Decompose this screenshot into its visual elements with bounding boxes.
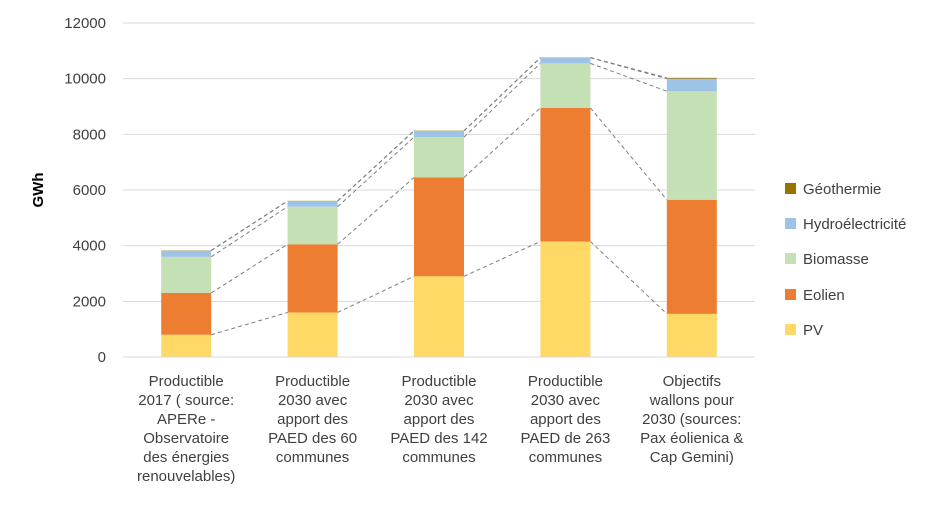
series-connector <box>590 57 667 79</box>
series-connector <box>211 311 288 336</box>
y-tick-label: 8000 <box>73 126 106 143</box>
legend-swatch <box>785 324 796 335</box>
bar-segment <box>161 250 212 257</box>
y-tick-label: 12000 <box>64 15 106 32</box>
series-connector <box>337 130 415 202</box>
bar-segment <box>414 177 464 277</box>
series-connector <box>463 62 541 138</box>
series-connector-lines <box>210 57 668 336</box>
series-connector <box>337 275 415 313</box>
series-connector <box>337 136 415 208</box>
x-category-label: Objectifs wallons pour 2030 (sources: Pax é… <box>640 373 743 466</box>
x-category-label: Productible 2017 ( source: APERe -Observat… <box>137 373 235 485</box>
bar-segment <box>287 312 338 357</box>
legend-label: Géothermie <box>803 181 881 198</box>
series-connector <box>590 107 668 201</box>
bar-segment <box>287 201 338 207</box>
bar-segment <box>540 57 591 64</box>
bar-segment <box>666 78 717 92</box>
y-tick-label: 0 <box>98 349 106 366</box>
series-connector <box>210 243 288 294</box>
bar-segment <box>414 137 464 178</box>
bar-segment <box>666 313 717 357</box>
bar-segment <box>666 91 717 200</box>
series-connector <box>590 241 668 315</box>
bar-segment <box>161 334 212 357</box>
legend-label: PV <box>803 322 823 339</box>
bar-segment <box>161 292 212 335</box>
series-connector <box>463 241 541 277</box>
legend-label: Hydroélectricité <box>803 216 906 233</box>
y-axis-tick-labels: 0 2000 4000 6000 8000 10000 12000 <box>64 15 106 366</box>
legend-label: Eolien <box>803 287 845 304</box>
x-category-label: Productible 2030 avec apport des PAED de 26… <box>521 373 611 466</box>
bars <box>161 57 717 357</box>
bar-segment <box>161 256 212 293</box>
legend-swatch <box>785 253 796 264</box>
y-tick-label: 10000 <box>64 71 106 88</box>
legend-label: Biomasse <box>803 251 869 268</box>
series-connector <box>590 57 667 80</box>
bar-segment <box>540 63 591 108</box>
series-connector <box>210 206 288 258</box>
legend-swatch <box>785 289 796 300</box>
bar-segment <box>287 206 338 245</box>
y-axis-title: GWh <box>30 173 47 208</box>
x-category-label: Productible 2030 avec apport des PAED des 1… <box>390 373 487 466</box>
series-connector <box>463 107 541 178</box>
bar-segment <box>540 241 591 357</box>
legend-swatch <box>785 183 796 194</box>
x-axis-category-labels: Productible 2017 ( source: APERe -Observat… <box>137 373 744 485</box>
series-connector <box>463 57 541 132</box>
bar-segment <box>414 276 464 357</box>
bar-segment <box>666 77 717 79</box>
bar-segment <box>287 244 338 313</box>
x-category-label: Productible 2030 avec apport des PAED des 6… <box>268 373 357 466</box>
series-connector <box>337 177 415 245</box>
bar-segment <box>414 130 464 138</box>
bar-segment <box>540 107 591 242</box>
series-connector <box>590 62 667 92</box>
bar-segment <box>666 199 717 314</box>
y-tick-label: 6000 <box>73 182 106 199</box>
series-connector <box>210 200 288 251</box>
y-tick-label: 2000 <box>73 293 106 310</box>
y-tick-label: 4000 <box>73 238 106 255</box>
legend-swatch <box>785 218 796 229</box>
legend: Géothermie Hydroélectricité Biomasse Eolien… <box>785 181 906 339</box>
